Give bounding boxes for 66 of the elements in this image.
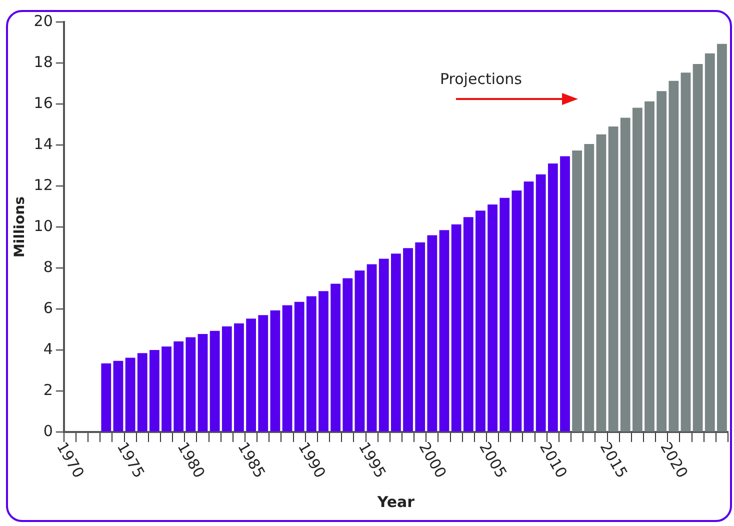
bar — [246, 318, 256, 432]
y-tick-label: 10 — [34, 216, 53, 235]
bar — [584, 144, 594, 432]
bar — [572, 150, 582, 432]
bar — [137, 353, 148, 432]
y-tick-label: 2 — [43, 380, 53, 399]
bar — [512, 190, 522, 432]
bar — [500, 198, 510, 432]
bar — [403, 248, 413, 432]
bar — [620, 118, 630, 432]
bar — [463, 217, 474, 432]
bar — [668, 80, 679, 432]
x-axis-title: Year — [376, 492, 416, 511]
bar — [330, 284, 341, 432]
bar — [294, 302, 304, 432]
bar — [258, 315, 268, 432]
bar — [596, 134, 606, 432]
bar — [378, 258, 389, 432]
bar — [222, 326, 232, 432]
bar — [210, 330, 220, 432]
bar — [704, 53, 715, 432]
bar — [162, 346, 172, 432]
bar — [451, 224, 462, 432]
bar — [149, 350, 160, 432]
bar — [342, 278, 353, 432]
bar — [354, 270, 365, 432]
bar — [306, 296, 316, 432]
y-tick-label: 4 — [43, 340, 53, 358]
bar — [318, 291, 328, 432]
bar — [415, 242, 426, 432]
y-tick-label: 8 — [43, 258, 53, 276]
bar — [632, 108, 642, 432]
bar — [644, 101, 654, 432]
bar — [692, 64, 703, 432]
y-axis-title: Millions — [12, 196, 28, 258]
bar — [476, 210, 486, 432]
bar — [282, 305, 292, 432]
bar — [536, 174, 546, 432]
bar — [101, 363, 112, 432]
y-tick-label: 14 — [34, 134, 53, 153]
y-tick-label: 20 — [34, 12, 53, 30]
bar — [390, 254, 401, 432]
y-tick-label: 16 — [34, 94, 53, 112]
annotation: Projections — [440, 70, 522, 88]
bar — [717, 44, 727, 432]
bar — [113, 360, 124, 432]
bar — [548, 163, 558, 432]
bar — [270, 310, 280, 432]
bar — [198, 334, 208, 432]
y-tick-label: 18 — [34, 52, 53, 71]
bar — [524, 181, 534, 432]
bar — [186, 337, 196, 432]
bar — [234, 323, 244, 432]
bar — [125, 358, 136, 432]
bar — [560, 156, 570, 432]
y-tick-label: 6 — [43, 298, 53, 317]
bar — [488, 204, 498, 432]
bar — [439, 230, 450, 432]
bar — [656, 91, 667, 432]
y-tick-label: 12 — [34, 176, 53, 194]
bar — [427, 235, 438, 432]
bar — [174, 341, 184, 432]
bar — [608, 126, 618, 432]
bar — [366, 264, 377, 432]
bar — [680, 72, 691, 432]
y-tick-label: 0 — [43, 422, 53, 440]
